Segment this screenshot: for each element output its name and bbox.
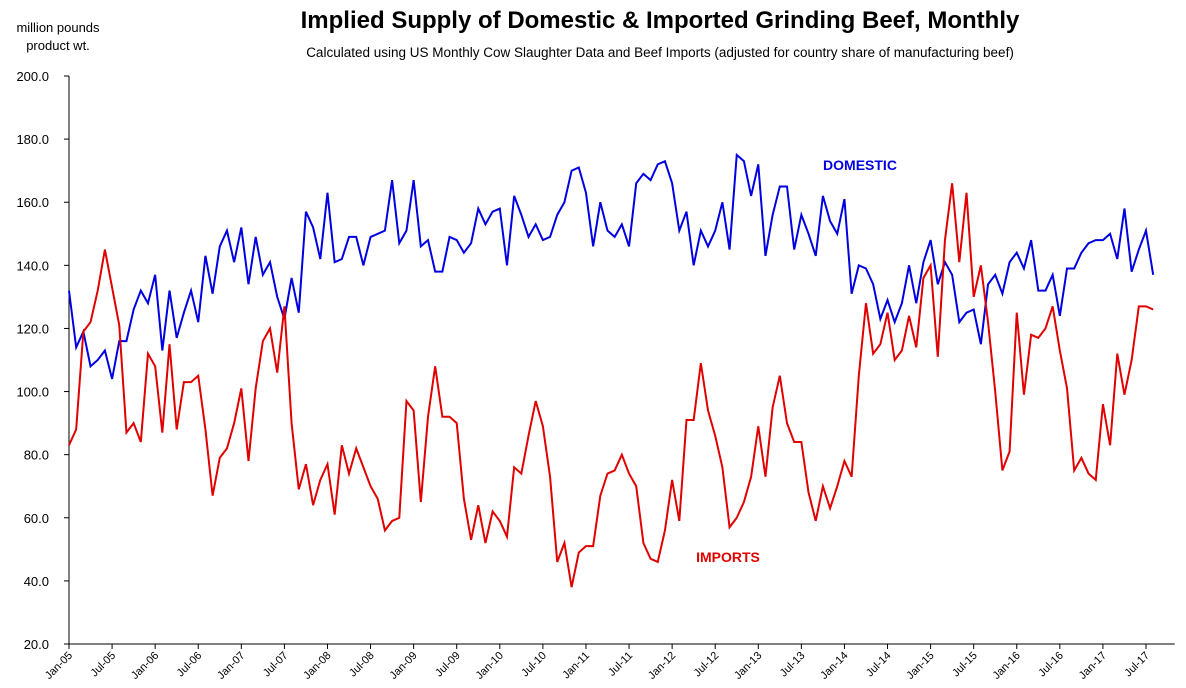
x-tick-label: Jan-14 <box>818 650 850 682</box>
x-tick-label: Jul-09 <box>433 650 463 680</box>
series-line <box>68 152 1155 380</box>
x-tick-label: Jul-11 <box>606 650 635 679</box>
x-tick-label: Jul-10 <box>519 650 549 680</box>
y-tick-label: 180.0 <box>16 132 49 147</box>
x-tick-label: Jan-05 <box>43 650 75 682</box>
x-tick-label: Jan-10 <box>474 650 506 682</box>
chart-subtitle: Calculated using US Monthly Cow Slaughte… <box>306 45 1014 60</box>
x-tick-label: Jul-06 <box>175 650 205 680</box>
x-tick-label: Jan-11 <box>560 650 592 682</box>
y-tick-label: 100.0 <box>16 385 49 400</box>
x-tick-label: Jul-07 <box>261 650 291 680</box>
y-tick-label: 60.0 <box>24 511 49 526</box>
x-tick-label: Jan-16 <box>991 650 1023 682</box>
x-tick-label: Jan-08 <box>301 650 333 682</box>
x-tick-label: Jan-09 <box>387 650 419 682</box>
x-tick-label: Jan-13 <box>732 650 764 682</box>
x-tick-label: Jul-13 <box>778 650 808 680</box>
x-tick-label: Jul-05 <box>89 650 119 680</box>
x-tick-label: Jan-06 <box>129 650 161 682</box>
y-tick-label: 200.0 <box>16 69 49 84</box>
y-tick-label: 80.0 <box>24 448 49 463</box>
series-line <box>68 183 1154 588</box>
x-tick-label: Jan-12 <box>646 650 678 682</box>
y-tick-label: 120.0 <box>16 321 49 336</box>
x-tick-label: Jul-17 <box>1122 650 1152 680</box>
chart-title: Implied Supply of Domestic & Imported Gr… <box>301 7 1020 34</box>
series-label: DOMESTIC <box>823 157 897 173</box>
x-tick-label: Jul-12 <box>692 650 722 680</box>
y-axis-label: product wt. <box>26 38 90 53</box>
y-axis-label: million pounds <box>16 20 100 35</box>
y-tick-label: 20.0 <box>24 637 49 652</box>
x-tick-label: Jul-08 <box>347 650 377 680</box>
series-label: IMPORTS <box>696 549 760 565</box>
y-tick-label: 140.0 <box>16 258 49 273</box>
x-tick-label: Jan-15 <box>904 650 936 682</box>
x-tick-label: Jul-14 <box>864 650 894 680</box>
y-tick-label: 40.0 <box>24 574 49 589</box>
x-tick-label: Jan-07 <box>215 650 247 682</box>
x-tick-label: Jul-16 <box>1036 650 1066 680</box>
x-tick-label: Jan-17 <box>1077 650 1109 682</box>
x-tick-label: Jul-15 <box>950 650 980 680</box>
y-tick-label: 160.0 <box>16 195 49 210</box>
